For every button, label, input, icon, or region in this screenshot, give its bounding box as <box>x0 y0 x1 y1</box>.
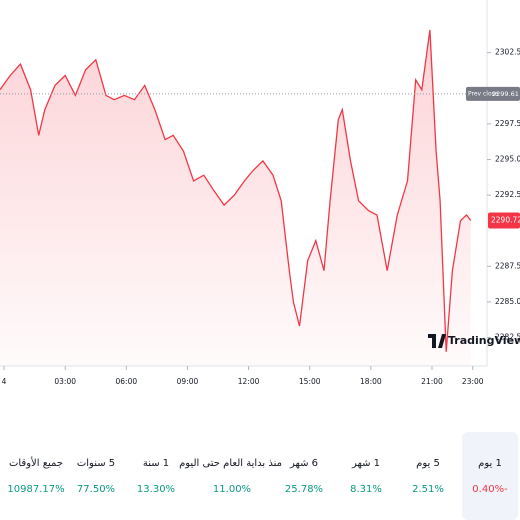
y-tick-label: 2295.00 <box>495 155 520 164</box>
x-tick-label: 15:00 <box>299 377 321 386</box>
x-tick-label: 18:00 <box>360 377 382 386</box>
period-cell[interactable]: 1 سنة 13.30% <box>106 432 206 520</box>
x-tick-label: 4 <box>2 377 7 386</box>
y-tick-label: 2285.00 <box>495 297 520 306</box>
period-label: 5 يوم <box>416 458 440 469</box>
x-tick-label: 21:00 <box>421 377 443 386</box>
period-cell[interactable]: جميع الأوقات 10987.17% <box>0 432 86 520</box>
period-cell[interactable]: 5 يوم 2.51% <box>378 432 478 520</box>
last-price-tag <box>488 212 520 229</box>
period-label: منذ بداية العام حتى اليوم <box>179 458 282 469</box>
period-label: جميع الأوقات <box>8 458 64 469</box>
period-cell[interactable]: منذ بداية العام حتى اليوم 11.00% <box>179 432 282 520</box>
period-change: 2.51% <box>412 484 444 495</box>
period-cell[interactable]: 6 شهر 25.78% <box>254 432 354 520</box>
period-label: 5 سنوات <box>76 458 116 469</box>
period-cell[interactable]: 1 يوم 0.40%- <box>462 432 518 520</box>
y-tick-label: 2292.50 <box>495 190 520 199</box>
period-change: 13.30% <box>136 484 176 495</box>
period-change: 8.31% <box>350 484 382 495</box>
y-tick-label: 2302.50 <box>495 48 520 57</box>
period-change: 25.78% <box>284 484 324 495</box>
prev-close-value: 2299.61 <box>492 90 519 98</box>
period-cell[interactable]: 5 سنوات 77.50% <box>46 432 146 520</box>
last-price-label: 2290.72 <box>491 215 520 224</box>
x-tick-label: 12:00 <box>238 377 260 386</box>
performance-bar: 1 يوم 0.40%- 5 يوم 2.51% 1 شهر 8.31% 6 شهر 25.7… <box>0 432 520 520</box>
period-change: 11.00% <box>212 484 252 495</box>
price-line <box>0 29 472 352</box>
logo-mark <box>428 334 446 348</box>
area-fill <box>0 29 471 367</box>
x-tick-label: 09:00 <box>177 377 199 386</box>
y-tick-label: 2282.50 <box>495 333 520 342</box>
x-tick-label: 06:00 <box>116 377 138 386</box>
logo-text: TradingView <box>448 334 520 347</box>
x-tick-label: 03:00 <box>54 377 76 386</box>
period-label: 1 يوم <box>478 458 502 469</box>
period-change: 77.50% <box>76 484 116 495</box>
period-label: 6 شهر <box>289 458 319 469</box>
period-label: 1 سنة <box>142 458 170 469</box>
x-tick-label: 23:00 <box>462 377 484 386</box>
y-tick-label: 2287.50 <box>495 261 520 270</box>
chart: 2282.50 2285.00 2287.50 2292.50 2295.00 2297.… <box>0 0 520 386</box>
prev-close-tag <box>466 86 520 101</box>
y-tick-label: 2297.50 <box>495 119 520 128</box>
period-label: 1 شهر <box>351 458 381 469</box>
period-change: 0.40%- <box>472 484 508 495</box>
period-change: 10987.17% <box>7 484 65 495</box>
period-cell[interactable]: 1 شهر 8.31% <box>316 432 416 520</box>
prev-close-label: Prev close <box>468 90 499 97</box>
